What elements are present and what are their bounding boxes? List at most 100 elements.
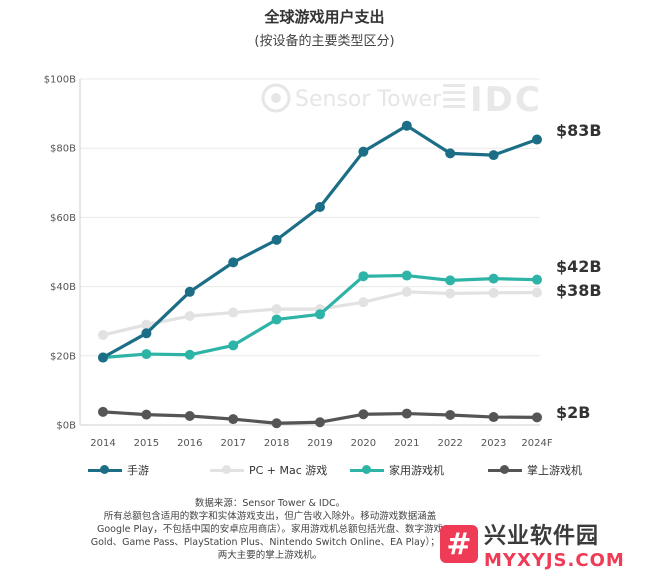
legend-label: 掌上游戏机 — [527, 464, 582, 477]
watermark-partner: IDC — [470, 80, 542, 120]
x-tick-label: 2015 — [134, 438, 159, 449]
data-point — [98, 330, 108, 341]
y-tick-label: $80B — [50, 144, 76, 155]
data-point — [98, 406, 108, 417]
x-tick-label: 2024F — [521, 438, 552, 449]
data-point — [401, 408, 412, 419]
x-tick-label: 2021 — [394, 438, 419, 449]
x-tick-label: 2019 — [307, 438, 332, 449]
data-point — [445, 148, 456, 159]
data-point — [488, 273, 499, 284]
x-tick-label: 2016 — [177, 438, 202, 449]
data-point — [532, 134, 542, 145]
data-point — [271, 418, 282, 429]
data-point — [315, 309, 325, 320]
data-point — [445, 288, 456, 299]
data-point — [488, 287, 499, 298]
data-point — [184, 411, 195, 422]
data-point — [401, 270, 412, 281]
data-point — [271, 314, 282, 325]
legend-label: 家用游戏机 — [389, 464, 444, 477]
data-point — [532, 274, 542, 285]
legend-label: PC + Mac 游戏 — [249, 464, 328, 477]
chart-title: 全球游戏用户支出 — [264, 8, 385, 26]
data-point — [401, 120, 412, 131]
sensor-tower-logo-icon — [261, 83, 291, 113]
series-1 — [98, 286, 542, 341]
site-watermark-logo: # 兴业软件园 MYXYJS.COM — [440, 510, 649, 578]
data-point — [228, 340, 239, 351]
y-tick-label: $0B — [56, 421, 76, 432]
legend-item: 掌上游戏机 — [488, 462, 582, 478]
y-tick-label: $20B — [50, 351, 76, 362]
x-axis-ticks: 2014 2015 2016 2017 2018 2019 2020 2021 2022 2023… — [90, 438, 553, 449]
series-end-label: $83B — [556, 121, 602, 140]
legend-item: PC + Mac 游戏 — [210, 462, 327, 478]
x-tick-label: 2018 — [264, 438, 289, 449]
series-lines — [98, 120, 542, 429]
data-point — [228, 257, 239, 268]
y-tick-label: $60B — [50, 213, 76, 224]
legend-swatch-icon — [488, 464, 522, 476]
data-point — [401, 286, 412, 297]
logo-chinese-text: 兴业软件园 — [484, 523, 600, 549]
data-point — [488, 412, 499, 423]
data-point — [315, 202, 325, 213]
series-3 — [98, 406, 542, 429]
data-point — [315, 417, 325, 428]
legend-swatch-icon — [350, 464, 384, 476]
series-end-label: $38B — [556, 281, 602, 300]
data-point — [532, 412, 542, 423]
series-end-label: $2B — [556, 403, 590, 422]
idc-lines-icon — [443, 84, 465, 108]
watermark-brand: Sensor Tower — [295, 87, 442, 112]
data-point — [141, 319, 152, 330]
note-line-3: Google Play，不包括中国的安卓应用商店）。家用游戏机总额包括光盘、数字… — [96, 524, 444, 535]
data-point — [271, 304, 282, 315]
legend-swatch-icon — [210, 464, 244, 476]
data-point — [228, 307, 239, 318]
legend-label: 手游 — [127, 464, 149, 477]
note-line-4: Gold、Game Pass、PlayStation Plus、Nintendo… — [90, 537, 450, 548]
series-line — [101, 124, 539, 360]
y-axis-ticks: $0B $20B $40B $60B $80B $100B — [44, 75, 76, 432]
data-point — [488, 150, 499, 161]
end-labels: $83B $38B $42B $2B — [556, 121, 602, 422]
note-line-5: 两大主要的掌上游戏机。 — [217, 550, 323, 561]
source-notes: 数据来源：Sensor Tower & IDC。 所有总额包含适用的数字和实体游… — [70, 497, 470, 562]
note-line-2: 所有总额包含适用的数字和实体游戏支出，但广告收入除外。移动游戏数据涵盖 — [103, 511, 437, 522]
legend-item: 手游 — [88, 462, 149, 478]
note-line-1: 数据来源：Sensor Tower & IDC。 — [194, 498, 346, 509]
data-point — [228, 414, 239, 425]
data-point — [141, 409, 152, 420]
x-tick-label: 2020 — [351, 438, 376, 449]
sensor-tower-logo-dot-icon — [271, 93, 281, 103]
data-point — [184, 311, 195, 322]
data-point — [358, 409, 369, 420]
x-tick-label: 2017 — [220, 438, 245, 449]
data-point — [358, 271, 369, 282]
y-tick-label: $100B — [44, 75, 76, 86]
data-point — [358, 297, 369, 308]
data-point — [141, 328, 152, 339]
data-point — [184, 286, 195, 297]
chart-subtitle: (按设备的主要类型区分) — [254, 34, 395, 49]
data-point — [141, 349, 152, 360]
data-point — [445, 409, 456, 420]
x-tick-label: 2022 — [437, 438, 462, 449]
data-point — [532, 287, 542, 298]
hash-logo-icon: # — [440, 525, 478, 563]
data-point — [445, 275, 456, 286]
legend-item: 家用游戏机 — [350, 462, 444, 478]
legend-swatch-icon — [88, 464, 122, 476]
series-0 — [98, 120, 542, 363]
sensor-tower-idc-watermark: Sensor Tower IDC — [261, 80, 542, 120]
data-point — [271, 234, 282, 245]
logo-domain-text: MYXYJS.COM — [484, 549, 625, 571]
x-tick-label: 2023 — [481, 438, 506, 449]
x-tick-label: 2014 — [90, 438, 115, 449]
line-chart: Sensor Tower IDC $0B $20B $40B $60B $80B $100… — [44, 75, 602, 450]
series-end-label: $42B — [556, 257, 602, 276]
data-point — [184, 349, 195, 360]
data-point — [358, 146, 369, 157]
